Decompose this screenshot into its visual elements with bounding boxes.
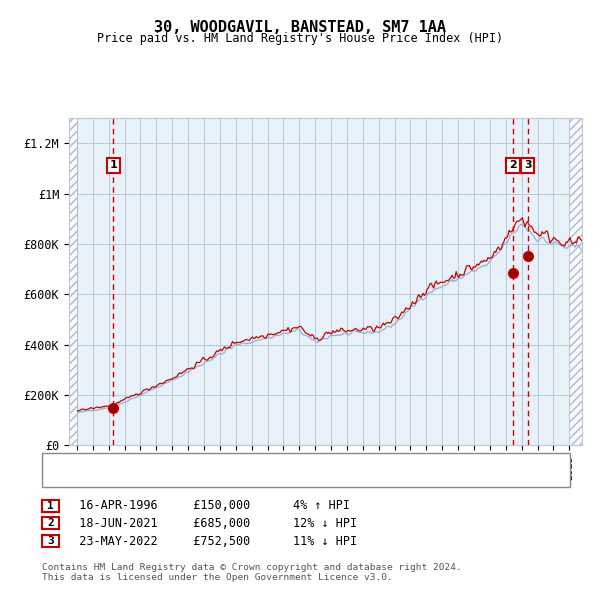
- Text: 1: 1: [47, 501, 54, 510]
- Text: 3: 3: [47, 536, 54, 546]
- Text: Price paid vs. HM Land Registry's House Price Index (HPI): Price paid vs. HM Land Registry's House …: [97, 32, 503, 45]
- Text: 1: 1: [109, 160, 117, 171]
- Bar: [69, 118, 77, 445]
- Text: 3: 3: [524, 160, 532, 171]
- Bar: [569, 118, 582, 445]
- Text: 2: 2: [47, 519, 54, 528]
- Text: 30, WOODGAVIL, BANSTEAD, SM7 1AA: 30, WOODGAVIL, BANSTEAD, SM7 1AA: [154, 20, 446, 35]
- Text: 18-JUN-2021     £685,000      12% ↓ HPI: 18-JUN-2021 £685,000 12% ↓ HPI: [65, 517, 357, 530]
- Text: 16-APR-1996     £150,000      4% ↑ HPI: 16-APR-1996 £150,000 4% ↑ HPI: [65, 499, 350, 512]
- Text: This data is licensed under the Open Government Licence v3.0.: This data is licensed under the Open Gov…: [42, 573, 393, 582]
- Text: 30, WOODGAVIL, BANSTEAD, SM7 1AA (detached house): 30, WOODGAVIL, BANSTEAD, SM7 1AA (detach…: [87, 457, 418, 467]
- Text: 23-MAY-2022     £752,500      11% ↓ HPI: 23-MAY-2022 £752,500 11% ↓ HPI: [65, 535, 357, 548]
- Bar: [569, 118, 582, 445]
- Text: HPI: Average price, detached house, Reigate and Banstead: HPI: Average price, detached house, Reig…: [87, 472, 465, 482]
- Bar: [69, 118, 77, 445]
- Text: 2: 2: [509, 160, 517, 171]
- Text: Contains HM Land Registry data © Crown copyright and database right 2024.: Contains HM Land Registry data © Crown c…: [42, 563, 462, 572]
